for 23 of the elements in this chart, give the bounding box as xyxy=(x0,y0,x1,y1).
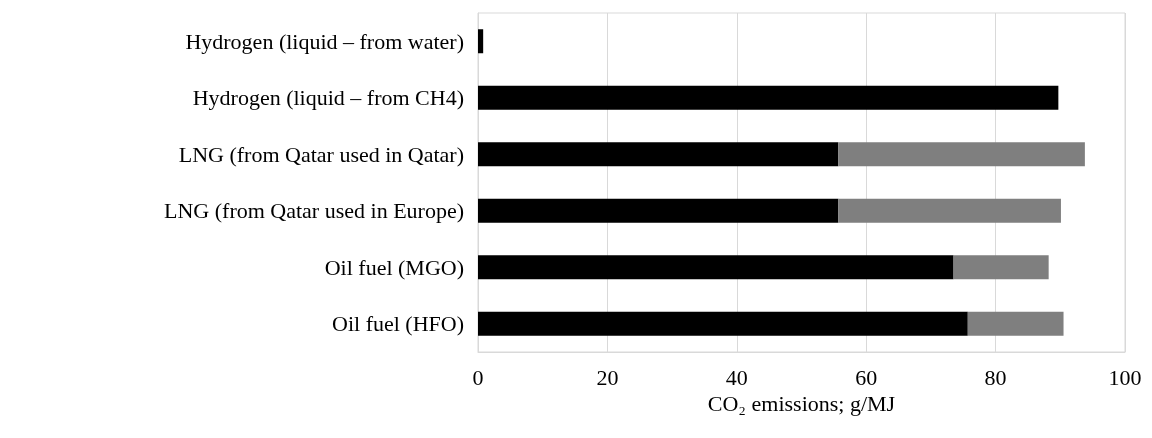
x-tick-label: 20 xyxy=(596,364,619,390)
x-axis-title: CO₂ emissions; g/MJ xyxy=(707,391,896,417)
x-tick-label: 100 xyxy=(1108,364,1142,390)
x-tick-label: 60 xyxy=(855,364,878,390)
y-tick-label: Hydrogen (liquid – from water) xyxy=(185,28,464,54)
y-tick-label: Oil fuel (MGO) xyxy=(324,254,464,280)
y-tick-label: Hydrogen (liquid – from CH4) xyxy=(192,85,464,111)
x-tick-label: 40 xyxy=(725,364,748,390)
y-tick-label: LNG (from Qatar used in Qatar) xyxy=(178,141,464,167)
bar xyxy=(838,198,1061,223)
bar xyxy=(478,29,484,54)
bar xyxy=(967,311,1064,336)
bar xyxy=(478,142,839,167)
y-tick-label: LNG (from Qatar used in Europe) xyxy=(164,198,464,224)
bar xyxy=(953,255,1049,280)
bar xyxy=(478,255,954,280)
bar xyxy=(478,311,968,336)
x-tick-label: 0 xyxy=(472,364,484,390)
bar xyxy=(478,85,1059,110)
y-tick-label: Oil fuel (HFO) xyxy=(332,311,464,337)
bar xyxy=(838,142,1085,167)
x-tick-label: 80 xyxy=(984,364,1007,390)
bar xyxy=(478,198,839,223)
